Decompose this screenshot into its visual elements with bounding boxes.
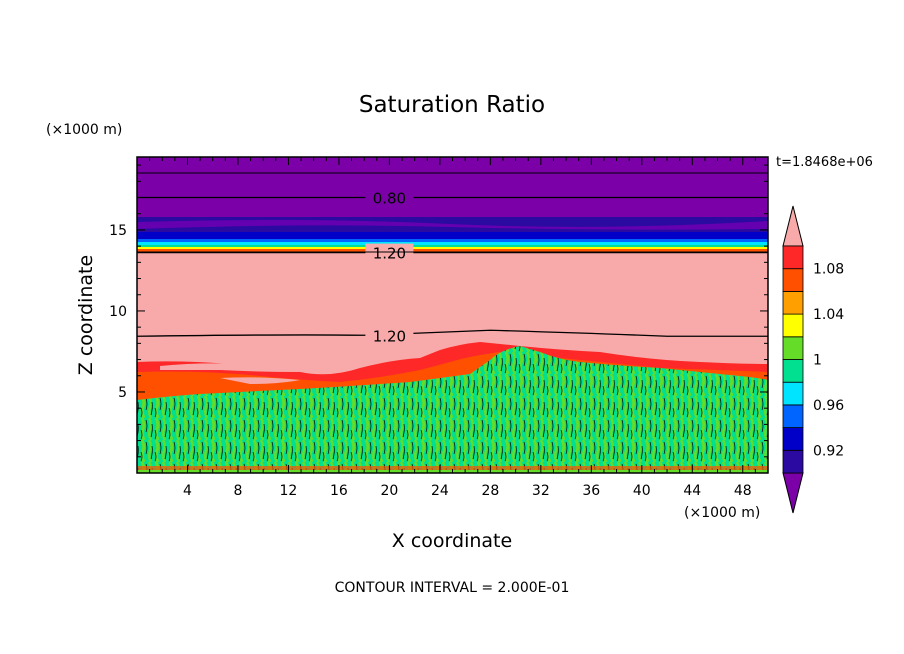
region-lower-field [137,346,768,473]
x-tick-label: 32 [532,483,550,499]
band-purple-wave [137,219,768,230]
colorbar-segment [782,336,804,360]
colorbar-segment [782,268,804,292]
x-ticks: 4 8 12 16 20 24 28 32 36 40 44 48 [149,157,756,499]
x-tick-label: 12 [280,483,298,499]
x-tick-label: 40 [633,483,651,499]
x-tick-label: 28 [481,483,499,499]
colorbar-tick-label: 1 [813,353,822,369]
y-tick-label: 10 [109,304,127,320]
colorbar-tick-label: 0.96 [813,398,844,414]
contour-line [137,329,768,337]
band-yellow [137,247,768,249]
contour-label: 1.20 [373,327,406,345]
surface-strip [137,466,768,470]
x-tick-label: 8 [233,483,242,499]
x-tick-label: 4 [183,483,192,499]
colorbar-tick-label: 1.08 [813,262,844,278]
x-tick-label: 48 [734,483,752,499]
y-unit-label: (×1000 m) [46,122,122,138]
time-label: t=1.8468e+06 [776,155,873,170]
colorbar-under-triangle [782,472,804,514]
x-tick-label: 24 [431,483,449,499]
pink-tongue-2 [220,377,300,384]
band-cyan [137,242,768,245]
colorbar-tick-label: 1.04 [813,307,844,323]
colorbar-segment [782,449,804,474]
x-tick-label: 16 [330,483,348,499]
x-unit-label: (×1000 m) [684,505,760,521]
x-tick-label: 44 [683,483,701,499]
colorbar-tick-label: 0.92 [813,443,844,459]
x-axis-label: X coordinate [392,530,512,552]
x-tick-label: 36 [582,483,600,499]
colorbar-over-triangle [782,205,804,247]
y-ticks: 5 10 15 [109,164,768,458]
contour-label-bg [365,188,414,206]
contour-interval-label: CONTOUR INTERVAL = 2.000E-01 [335,580,570,596]
band-lightblue [137,239,768,242]
y-tick-label: 15 [109,223,127,239]
field-layer: 0.80 1.20 1.20 [137,157,768,473]
colorbar-segment [782,245,804,270]
colorbar-segment [782,290,804,315]
contour-label-bg [365,326,414,344]
y-tick-label: 5 [118,385,127,401]
band-blue [137,232,768,239]
region-purple-upper [137,157,768,217]
band-orange [137,249,768,252]
chart-title: Saturation Ratio [359,92,545,118]
contour-lines: 0.80 1.20 1.20 [137,188,768,345]
contour-label: 1.20 [373,245,406,263]
x-tick-label: 20 [380,483,398,499]
colorbar-segment [782,404,804,428]
colorbar: 0.92 0.96 1 1.04 1.08 [782,205,844,514]
colorbar-segment [782,427,804,451]
band-teal [137,245,768,247]
contour-label: 0.80 [373,190,406,208]
colorbar-segment [782,359,804,383]
colorbar-segment [782,313,804,338]
colorbar-segment [782,381,804,406]
y-axis-label: Z coordinate [75,255,97,375]
pink-tongue [160,363,300,372]
